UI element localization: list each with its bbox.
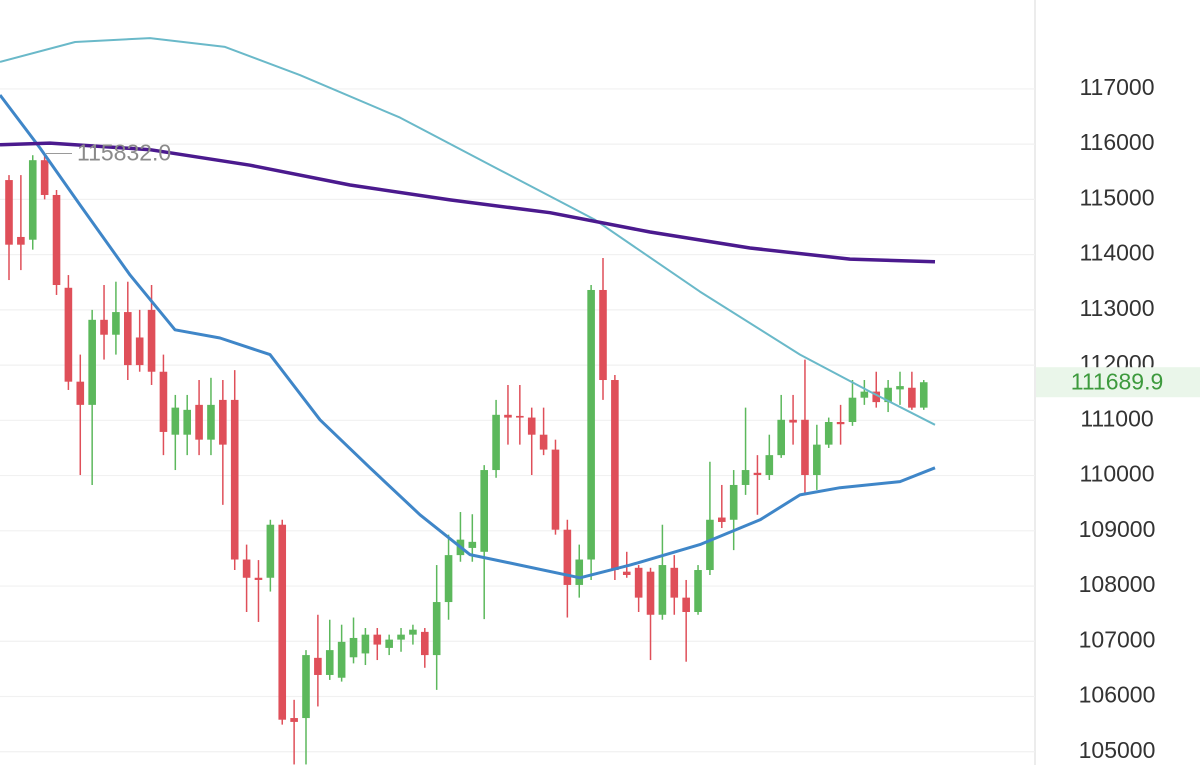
candle-body xyxy=(147,309,156,372)
candle-body xyxy=(694,570,702,612)
candle-body xyxy=(741,470,750,485)
candle-body xyxy=(421,631,429,656)
moving-average-line xyxy=(0,94,936,580)
candle-body xyxy=(634,567,643,598)
candle-body xyxy=(76,381,85,405)
candle-body xyxy=(373,634,382,645)
candle-body xyxy=(777,419,785,456)
last-price-box xyxy=(1036,367,1200,398)
candle-body xyxy=(314,657,322,675)
candle-body xyxy=(195,404,203,440)
candle-body xyxy=(872,391,881,403)
candle-body xyxy=(302,655,310,719)
candle-body xyxy=(527,417,536,435)
candle-body xyxy=(896,386,904,390)
candle-body xyxy=(729,484,738,520)
candle-body xyxy=(183,409,191,435)
candle-body xyxy=(266,524,275,578)
candle-body xyxy=(706,519,714,571)
candle-body xyxy=(409,629,417,635)
candle-body xyxy=(242,559,251,578)
candle-body xyxy=(337,641,346,678)
candle-body xyxy=(753,472,762,476)
candle-body xyxy=(480,470,488,552)
candle-body xyxy=(563,529,572,585)
candle-body xyxy=(397,634,405,640)
candle-body xyxy=(124,312,132,366)
candle-body xyxy=(718,517,726,522)
candle-body xyxy=(646,571,655,615)
candle-body xyxy=(575,559,584,585)
moving-average-line xyxy=(0,37,936,426)
candle-body xyxy=(325,650,334,675)
y-tick-label: 105000 xyxy=(1079,737,1156,763)
candle-body xyxy=(801,419,809,476)
candle-body xyxy=(5,180,13,245)
last-price-label: 111689.9 xyxy=(1071,368,1164,394)
candle-body xyxy=(40,160,49,195)
candle-body xyxy=(254,577,263,580)
y-tick-label: 108000 xyxy=(1079,571,1156,597)
y-tick-label: 107000 xyxy=(1079,626,1156,652)
candle-body xyxy=(468,541,477,548)
annotation-label: 115832.0 xyxy=(77,140,171,166)
y-tick-label: 117000 xyxy=(1079,74,1154,100)
candle-body xyxy=(884,387,892,403)
candle-body xyxy=(171,407,180,435)
y-tick-label: 114000 xyxy=(1079,240,1154,266)
candle-body xyxy=(64,287,73,382)
candle-body xyxy=(670,567,679,598)
candle-body xyxy=(611,380,619,571)
candle-body xyxy=(385,639,393,648)
candle-body xyxy=(622,571,631,575)
candle-body xyxy=(100,319,108,335)
moving-average-line xyxy=(0,141,936,264)
candle-body xyxy=(219,399,227,445)
candle-body xyxy=(278,524,287,720)
candle-body xyxy=(848,397,857,422)
candle-body xyxy=(539,434,548,450)
candle-body xyxy=(349,637,358,658)
candle-body xyxy=(908,387,916,408)
candle-body xyxy=(919,382,928,408)
candle-body xyxy=(88,319,96,405)
candle-body xyxy=(789,419,797,423)
candle-body xyxy=(860,391,869,398)
y-tick-label: 106000 xyxy=(1079,682,1156,708)
candle-body xyxy=(492,414,500,471)
candle-body xyxy=(658,565,667,615)
candle-body xyxy=(504,414,512,418)
y-tick-label: 115000 xyxy=(1079,184,1154,210)
candle-body xyxy=(135,337,144,366)
candle-body xyxy=(28,160,37,240)
candle-body xyxy=(836,421,845,425)
candle-body xyxy=(159,371,168,432)
y-tick-label: 109000 xyxy=(1079,516,1156,542)
candle-body xyxy=(444,555,453,603)
candle-body xyxy=(599,289,607,381)
candle-body xyxy=(516,415,524,418)
candle-body xyxy=(432,602,441,656)
candle-body xyxy=(17,236,25,245)
y-tick-label: 111000 xyxy=(1080,405,1153,431)
candle-body xyxy=(765,455,774,476)
y-tick-label: 116000 xyxy=(1079,129,1154,155)
candle-body xyxy=(813,444,821,476)
candle-body xyxy=(682,597,690,612)
candle-body xyxy=(587,289,595,560)
y-tick-label: 110000 xyxy=(1079,461,1154,487)
candle-body xyxy=(824,421,833,445)
candle-body xyxy=(52,194,61,286)
candle-body xyxy=(207,404,215,440)
candle-body xyxy=(290,718,298,722)
candle-body xyxy=(112,312,120,335)
candle-body xyxy=(230,399,239,560)
candle-body xyxy=(361,634,370,654)
candle-body xyxy=(551,449,560,530)
y-tick-label: 113000 xyxy=(1079,295,1154,321)
